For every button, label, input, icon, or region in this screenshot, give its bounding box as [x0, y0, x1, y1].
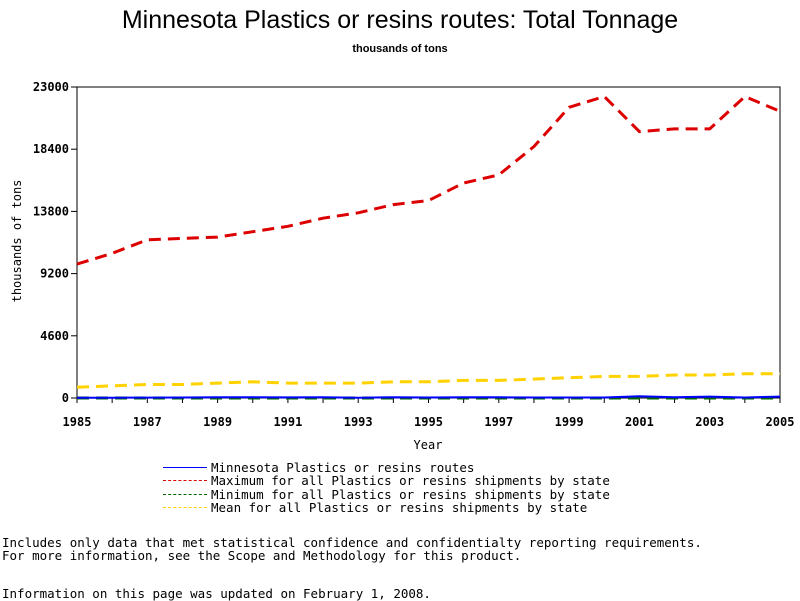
y-tick-label: 13800: [33, 204, 69, 218]
x-tick-label: 1985: [63, 415, 92, 429]
x-tick-label: 2001: [625, 415, 654, 429]
legend-swatch: [163, 493, 207, 495]
legend-label: Minimum for all Plastics or resins shipm…: [211, 486, 610, 502]
series-layer: [76, 95, 781, 400]
x-tick-label: 1989: [203, 415, 232, 429]
series-line: [76, 372, 780, 389]
x-tick-label: 1997: [484, 415, 513, 429]
x-tick-label: 1995: [414, 415, 443, 429]
legend-item: Minimum for all Plastics or resins shipm…: [163, 486, 610, 502]
legend-item: Mean for all Plastics or resins shipment…: [163, 501, 610, 514]
series-line: [76, 95, 781, 266]
x-tick-label: 2003: [695, 415, 724, 429]
chart-title: Minnesota Plastics or resins routes: Tot…: [121, 6, 679, 34]
legend-label: Maximum for all Plastics or resins shipm…: [211, 473, 610, 489]
chart-subtitle: thousands of tons: [352, 43, 448, 55]
x-tick-label: 1991: [273, 415, 302, 429]
legend-item: Maximum for all Plastics or resins shipm…: [163, 473, 610, 489]
plot-border: [76, 86, 781, 399]
x-tick-label: 2005: [766, 415, 795, 429]
x-axis-label: Year: [414, 438, 443, 452]
y-axis-label: thousands of tons: [10, 180, 24, 303]
x-tick-label: 1993: [344, 415, 373, 429]
legend-label: Minnesota Plastics or resins routes: [211, 460, 475, 475]
x-axis: 1985 1987 1989 1991 1993 1995 1997 1999 2001 2003…: [63, 398, 795, 429]
legend: Minnesota Plastics or resins routes Maxim…: [163, 461, 610, 514]
plot-frame: [76, 86, 781, 399]
legend-swatch: [163, 480, 207, 482]
y-tick-label: 18400: [33, 142, 69, 156]
y-tick-label: 0: [62, 391, 69, 405]
legend-swatch: [163, 467, 207, 469]
updated-note: Information on this page was updated on …: [2, 586, 431, 601]
y-tick-label: 23000: [33, 80, 69, 94]
legend-item: Minnesota Plastics or resins routes: [163, 461, 610, 474]
x-tick-label: 1999: [555, 415, 584, 429]
legend-label: Mean for all Plastics or resins shipment…: [211, 499, 588, 515]
y-axis: 0 4600 9200 13800 18400 23000: [33, 80, 77, 405]
x-tick-label: 1987: [133, 415, 162, 429]
footnote-line-1: Includes only data that met statistical …: [2, 535, 702, 550]
series-line: [77, 395, 781, 399]
y-tick-label: 9200: [40, 267, 69, 281]
footnote-line-2: For more information, see the Scope and …: [2, 548, 522, 563]
y-tick-label: 4600: [40, 329, 69, 343]
legend-swatch: [163, 507, 207, 509]
